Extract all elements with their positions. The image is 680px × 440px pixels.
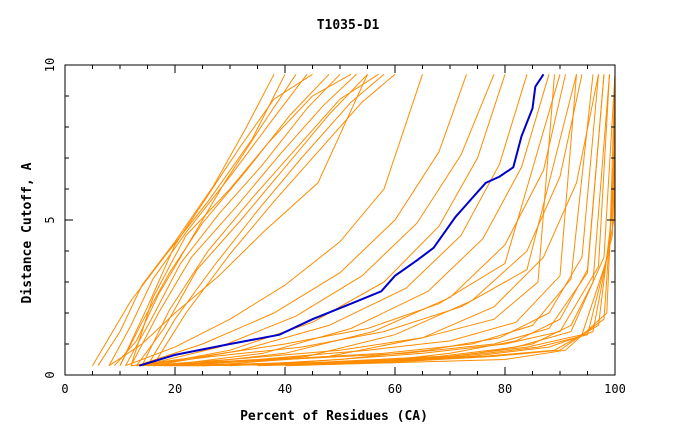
- series-line-11: [119, 73, 313, 366]
- series-line-5: [119, 73, 330, 366]
- series-line-8: [136, 73, 368, 366]
- x-tick-label: 40: [278, 382, 292, 396]
- chart-title: T1035-D1: [317, 18, 380, 33]
- series-line-13: [152, 73, 396, 366]
- series-line-24: [141, 74, 555, 367]
- series-line-7: [130, 73, 357, 366]
- series-line-38: [284, 74, 610, 367]
- series-line-14: [108, 74, 368, 367]
- series-line-2: [97, 74, 275, 366]
- series-line-39: [257, 74, 605, 367]
- series-line-27: [158, 74, 605, 367]
- x-tick-label: 60: [388, 382, 402, 396]
- series-line-3: [108, 73, 308, 366]
- x-axis-label: Percent of Residues (CA): [240, 409, 428, 424]
- series-line-4: [114, 74, 297, 367]
- series-line-34: [196, 74, 616, 367]
- series-line-25: [147, 74, 577, 367]
- x-tick-label: 100: [604, 382, 626, 396]
- series-line-17: [141, 74, 495, 367]
- x-tick-label: 0: [61, 382, 68, 396]
- x-tick-label: 80: [498, 382, 512, 396]
- series-line-15: [125, 74, 423, 367]
- series-line-22: [185, 74, 583, 367]
- series-line-12: [130, 73, 352, 366]
- series-line-26: [152, 74, 594, 367]
- y-tick-label: 0: [43, 371, 57, 378]
- series-line-9: [141, 73, 379, 366]
- y-axis-label: Distance Cutoff, A: [20, 162, 35, 303]
- y-tick-label: 5: [43, 216, 57, 223]
- series-line-1: [92, 74, 286, 366]
- highlight-series-line: [139, 73, 545, 367]
- series-line-40: [229, 74, 599, 367]
- highlight-layer: [139, 73, 545, 367]
- series-line-10: [147, 73, 385, 366]
- x-tick-label: 20: [168, 382, 182, 396]
- axes-layer: 0 20 40 60 80 100 0 5 10: [43, 58, 626, 396]
- series-line-36: [130, 74, 561, 367]
- series-line-6: [125, 73, 341, 366]
- series-line-29: [169, 74, 616, 367]
- series-line-16: [136, 74, 467, 367]
- series-line-37: [136, 74, 577, 367]
- series-layer: [92, 73, 616, 367]
- series-line-19: [152, 74, 528, 367]
- series-line-18: [147, 74, 506, 367]
- y-tick-label: 10: [43, 58, 57, 72]
- series-line-20: [163, 74, 550, 367]
- series-line-31: [180, 74, 616, 367]
- plot-frame: [64, 64, 616, 376]
